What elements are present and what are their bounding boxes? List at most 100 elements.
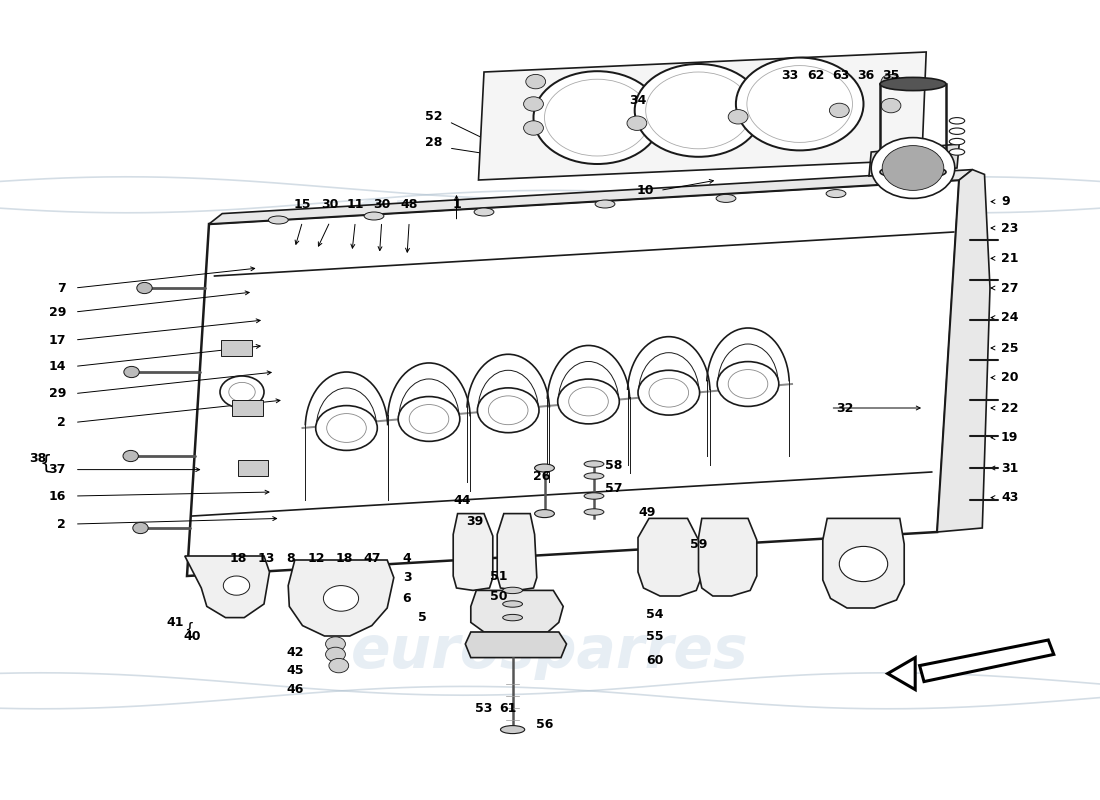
Text: 63: 63 <box>832 69 849 82</box>
Text: 15: 15 <box>294 198 311 210</box>
Text: 36: 36 <box>857 69 874 82</box>
Polygon shape <box>238 460 268 476</box>
Text: 2: 2 <box>57 416 66 429</box>
Text: 18: 18 <box>230 552 248 565</box>
Circle shape <box>524 97 543 111</box>
Ellipse shape <box>584 493 604 499</box>
Circle shape <box>123 450 139 462</box>
Text: 44: 44 <box>453 494 471 506</box>
Text: 35: 35 <box>882 69 900 82</box>
Ellipse shape <box>364 212 384 220</box>
Circle shape <box>323 586 359 611</box>
Circle shape <box>326 647 345 662</box>
Text: eurosparres: eurosparres <box>351 623 749 681</box>
Polygon shape <box>221 340 252 356</box>
Ellipse shape <box>595 200 615 208</box>
Ellipse shape <box>500 726 525 734</box>
Text: 39: 39 <box>466 515 484 528</box>
Text: 28: 28 <box>425 136 442 149</box>
Text: 55: 55 <box>646 630 663 642</box>
Polygon shape <box>920 640 1054 682</box>
Text: 60: 60 <box>646 654 663 666</box>
Circle shape <box>329 658 349 673</box>
Polygon shape <box>288 560 394 636</box>
Text: 13: 13 <box>257 552 275 565</box>
Text: 26: 26 <box>532 470 550 482</box>
Text: 61: 61 <box>499 702 517 714</box>
Polygon shape <box>187 180 959 576</box>
Ellipse shape <box>826 190 846 198</box>
Polygon shape <box>478 52 926 180</box>
Circle shape <box>882 146 944 190</box>
Polygon shape <box>823 518 904 608</box>
Polygon shape <box>888 658 915 690</box>
Ellipse shape <box>584 509 604 515</box>
Text: 54: 54 <box>646 608 663 621</box>
Circle shape <box>526 74 546 89</box>
Circle shape <box>133 522 148 534</box>
Ellipse shape <box>584 473 604 479</box>
Ellipse shape <box>949 149 965 155</box>
Text: 37: 37 <box>48 463 66 476</box>
Text: 52: 52 <box>425 110 442 122</box>
Ellipse shape <box>268 216 288 224</box>
Ellipse shape <box>949 138 965 145</box>
Polygon shape <box>453 514 493 590</box>
Circle shape <box>638 370 700 415</box>
Circle shape <box>477 388 539 433</box>
Text: 53: 53 <box>475 702 493 714</box>
Text: 29: 29 <box>48 387 66 400</box>
Text: 56: 56 <box>536 718 553 730</box>
Polygon shape <box>869 144 959 176</box>
Polygon shape <box>232 400 263 416</box>
Ellipse shape <box>503 587 522 594</box>
Text: 27: 27 <box>1001 282 1019 294</box>
Circle shape <box>829 103 849 118</box>
Polygon shape <box>937 170 990 532</box>
Polygon shape <box>698 518 757 596</box>
Text: 42: 42 <box>286 646 304 658</box>
Text: 6: 6 <box>403 592 411 605</box>
Text: 14: 14 <box>48 360 66 373</box>
Ellipse shape <box>880 78 946 90</box>
Text: 17: 17 <box>48 334 66 346</box>
Circle shape <box>326 637 345 651</box>
Polygon shape <box>465 632 566 658</box>
Text: 50: 50 <box>490 590 507 602</box>
Text: {: { <box>185 622 194 638</box>
Circle shape <box>524 121 543 135</box>
Text: 7: 7 <box>57 282 66 294</box>
Text: 30: 30 <box>373 198 390 210</box>
Text: 59: 59 <box>690 538 707 550</box>
Circle shape <box>881 98 901 113</box>
Text: 38: 38 <box>29 452 46 465</box>
Text: 4: 4 <box>403 552 411 565</box>
Circle shape <box>627 116 647 130</box>
Text: 3: 3 <box>403 571 411 584</box>
Text: 21: 21 <box>1001 252 1019 265</box>
Text: 48: 48 <box>400 198 418 210</box>
Text: 30: 30 <box>321 198 339 210</box>
Polygon shape <box>497 514 537 590</box>
Circle shape <box>124 366 140 378</box>
Circle shape <box>881 74 901 89</box>
Ellipse shape <box>503 614 522 621</box>
Circle shape <box>534 71 661 164</box>
Polygon shape <box>471 590 563 632</box>
Text: 25: 25 <box>1001 342 1019 354</box>
Ellipse shape <box>474 208 494 216</box>
Text: 18: 18 <box>336 552 353 565</box>
Text: 32: 32 <box>836 402 854 414</box>
Text: 49: 49 <box>638 506 656 518</box>
Text: 45: 45 <box>286 664 304 677</box>
Text: 40: 40 <box>184 630 201 642</box>
Circle shape <box>136 282 152 294</box>
Text: 1: 1 <box>452 198 461 210</box>
Circle shape <box>220 376 264 408</box>
Ellipse shape <box>535 510 554 518</box>
Text: eurosparres: eurosparres <box>351 187 749 245</box>
Ellipse shape <box>503 601 522 607</box>
Circle shape <box>871 138 955 198</box>
Circle shape <box>736 58 864 150</box>
Text: 2: 2 <box>57 518 66 530</box>
